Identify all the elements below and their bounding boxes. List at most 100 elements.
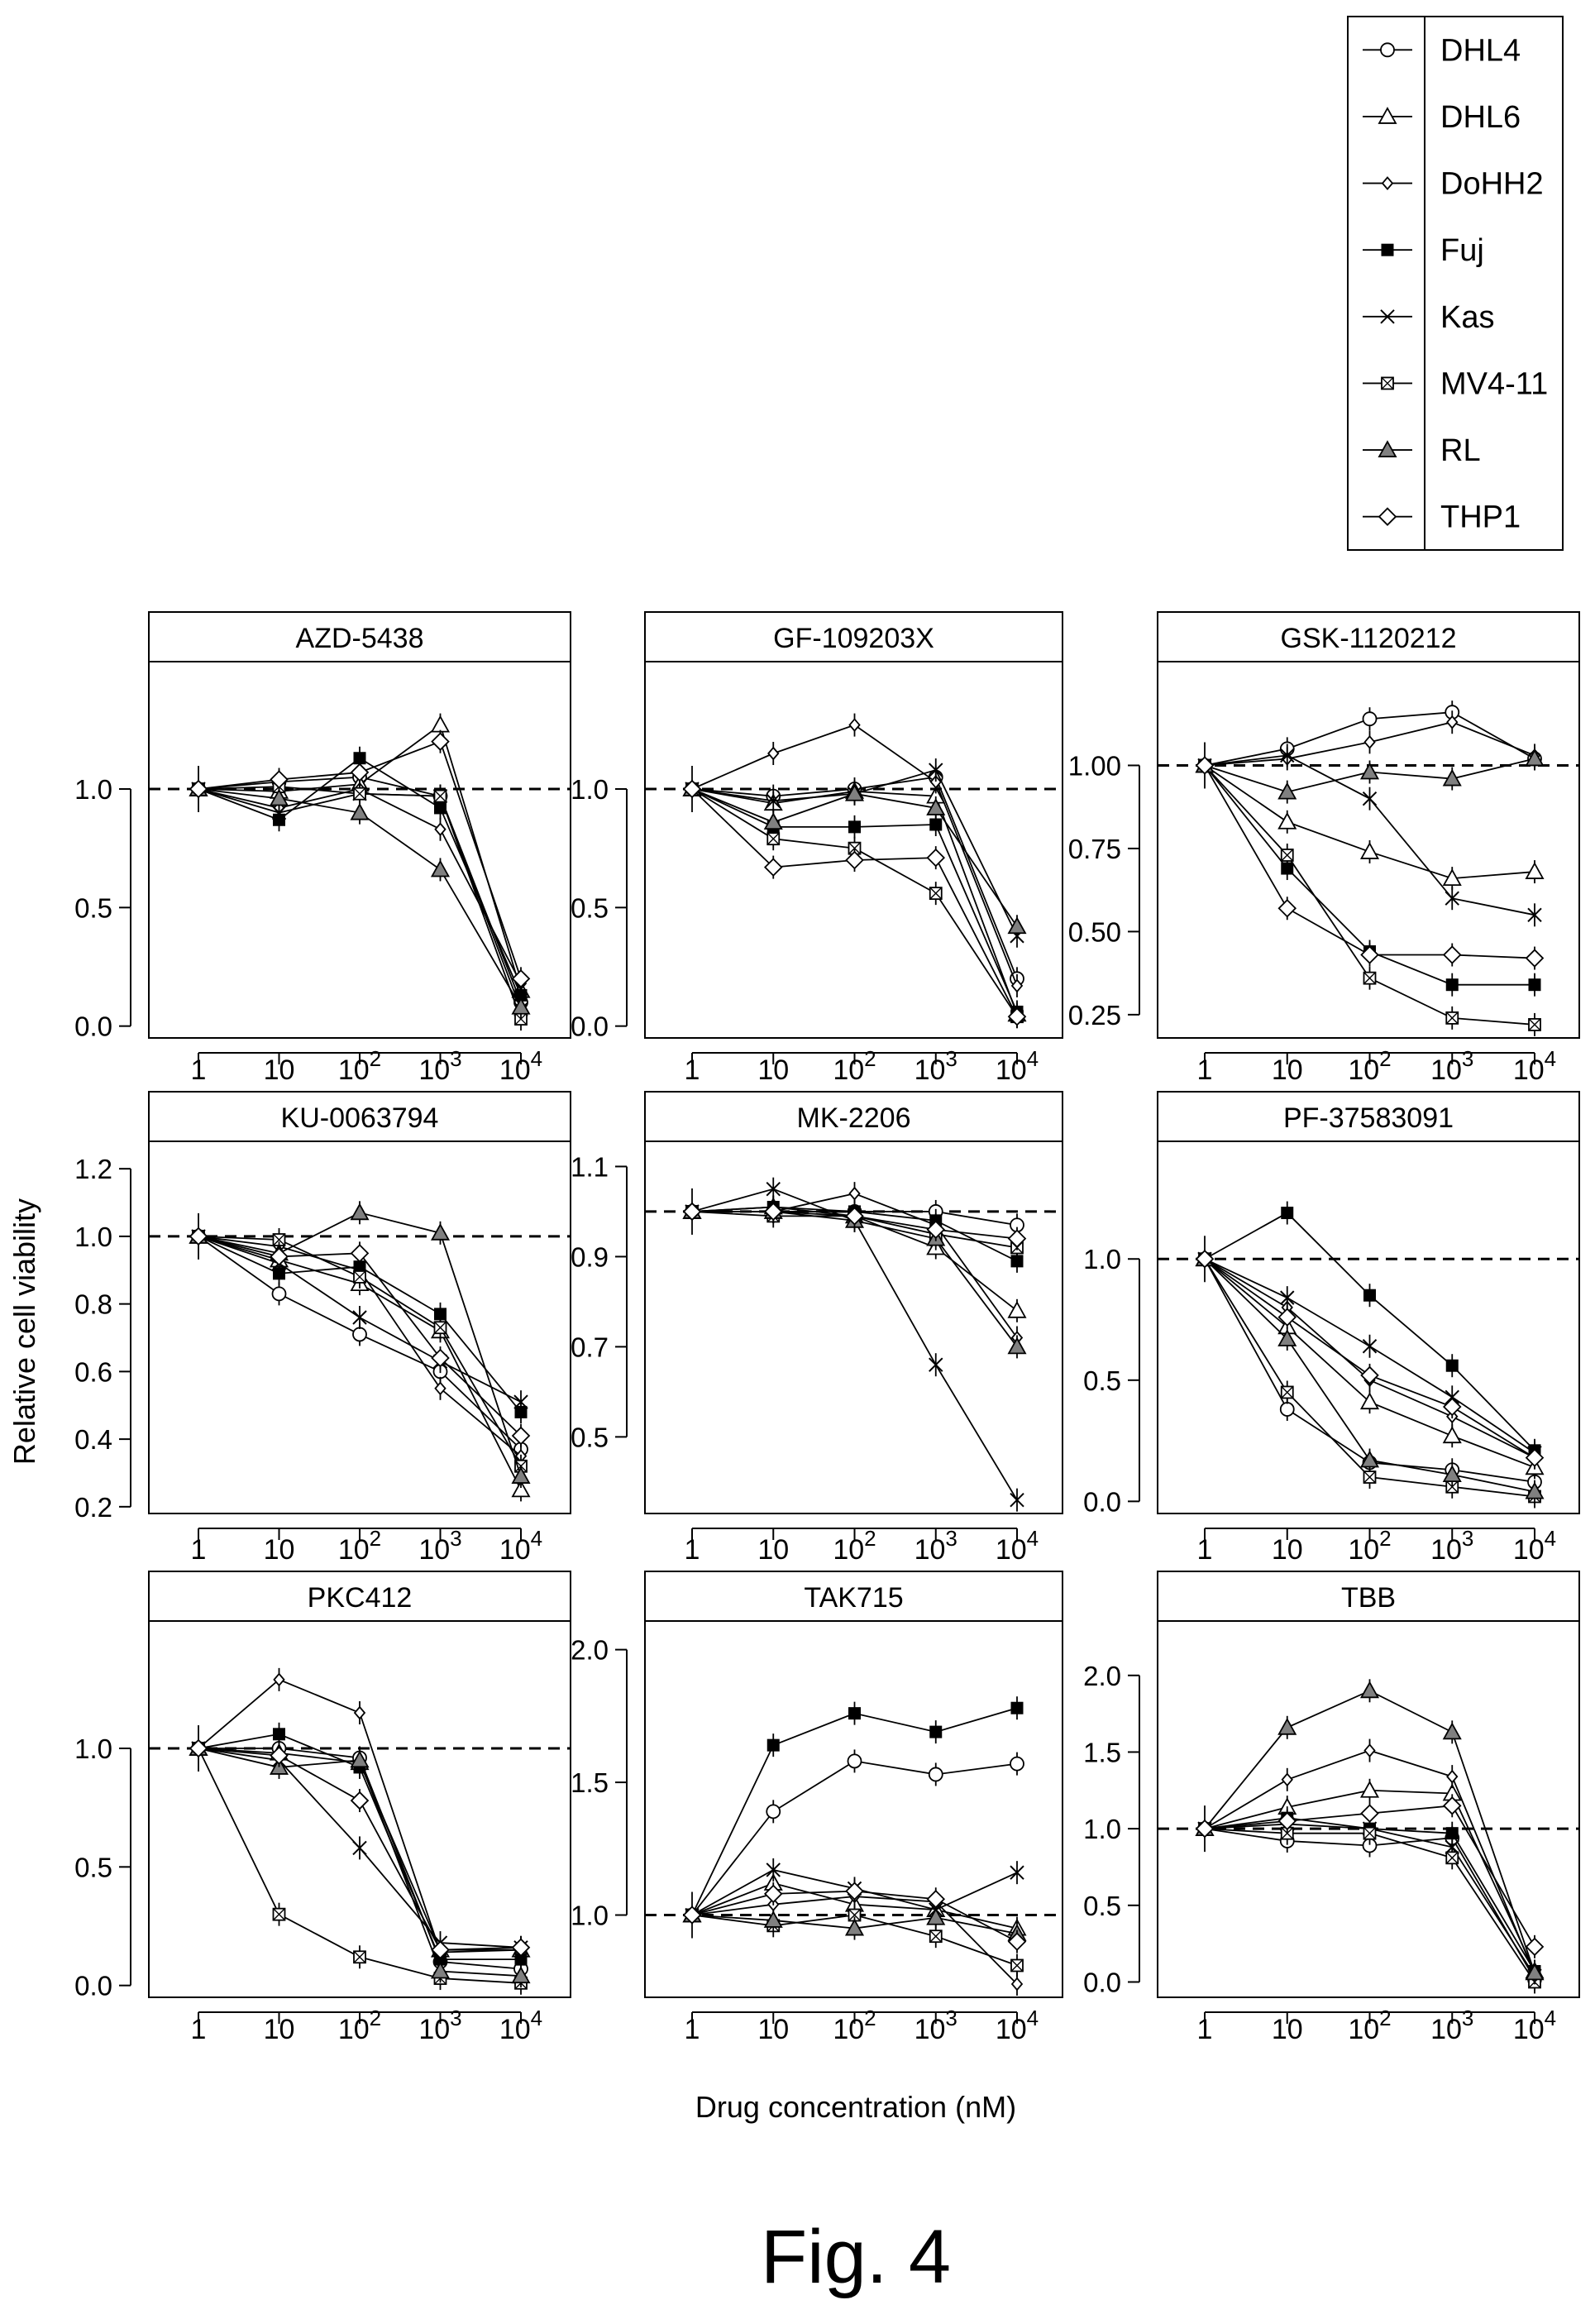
point-thp1 [763, 1202, 783, 1222]
y-tick-label: 0.5 [74, 1852, 112, 1882]
point-dohh2 [1363, 734, 1376, 749]
y-tick-label: 1.0 [571, 1901, 609, 1931]
point-rl [1442, 1465, 1462, 1483]
point-mv4-11 [353, 1270, 366, 1284]
point-thp1 [845, 1207, 864, 1226]
point-rl [430, 859, 451, 877]
panel-frame [644, 1140, 1063, 1514]
panel-mk-2206: MK-2206 0.5 0.7 0.9 1.1 1 10 102 103 104 [571, 1091, 1063, 1566]
y-tick-label: 1.0 [1083, 1244, 1121, 1274]
y-tick-label: 0.5 [1083, 1891, 1121, 1921]
point-fuj [1363, 1289, 1376, 1302]
point-thp1 [763, 858, 783, 877]
point-thp1 [926, 1220, 946, 1240]
point-rl [1442, 1722, 1462, 1740]
x-tick-label: 10 [1272, 1054, 1303, 1086]
panel-title: GSK-1120212 [1281, 623, 1457, 654]
panel-title: KU-0063794 [281, 1102, 439, 1134]
x-tick-label: 103 [1430, 2006, 1473, 2045]
panel-pkc412: PKC412 0.0 0.5 1.0 1 10 102 103 104 [74, 1571, 571, 2045]
x-tick-label: 10 [757, 1054, 789, 1086]
x-tick-label: 1 [191, 1054, 207, 1086]
point-thp1 [511, 1426, 531, 1446]
point-thp1 [350, 1791, 370, 1810]
x-tick-label: 103 [914, 1046, 957, 1086]
y-tick-label: 0.2 [74, 1492, 112, 1523]
point-rl [844, 1918, 865, 1936]
x-tick-label: 102 [1348, 1526, 1391, 1566]
y-tick-label: 0.75 [1068, 834, 1121, 864]
point-dohh2 [353, 1705, 366, 1720]
series-thp1 [189, 1738, 531, 1962]
point-thp1 [1360, 1804, 1379, 1823]
legend-label-kas: Kas [1440, 300, 1494, 335]
point-thp1 [1277, 1308, 1297, 1327]
x-tick-label: 1 [1197, 1534, 1213, 1566]
point-mv4-11 [1010, 1958, 1024, 1973]
point-rl [1359, 1450, 1380, 1468]
point-rl [844, 783, 865, 801]
point-thp1 [682, 1906, 702, 1925]
point-kas [352, 1310, 367, 1325]
point-rl [511, 1466, 531, 1484]
series-thp1 [1195, 1794, 1545, 1958]
point-mv4-11 [1445, 1011, 1459, 1025]
point-dohh2 [1010, 978, 1024, 993]
point-mv4-11 [929, 887, 943, 901]
panel-strip [644, 611, 1063, 662]
point-rl [1007, 916, 1027, 935]
point-thp1 [1007, 1229, 1027, 1248]
series-thp1 [1195, 1249, 1545, 1470]
point-mv4-11 [848, 841, 862, 855]
series-thp1 [1195, 756, 1545, 970]
point-rl [1277, 1717, 1297, 1735]
point-thp1 [270, 1247, 289, 1266]
x-tick-label: 1 [1197, 1054, 1213, 1086]
panel-grid: AZD-5438 0.0 0.5 1.0 1 10 102 103 104 GF-109203X 0… [74, 611, 1580, 2045]
point-thp1 [189, 1738, 208, 1758]
y-tick-label: 0.0 [74, 1011, 112, 1042]
x-tick-label: 102 [833, 1526, 876, 1566]
y-tick-label: 0.0 [1083, 1967, 1121, 1997]
point-kas [929, 763, 943, 777]
legend-entry-fuj: Fuj [1363, 233, 1484, 268]
point-rl [1525, 748, 1545, 767]
point-rl [926, 1907, 946, 1925]
x-tick-label: 10 [757, 2014, 789, 2045]
x-tick-label: 1 [191, 1534, 207, 1566]
series-dhl4 [685, 1749, 1024, 1939]
point-thp1 [926, 1889, 946, 1909]
y-tick-label: 1.1 [571, 1151, 609, 1182]
point-fuj [848, 820, 861, 834]
y-tick-label: 1.0 [74, 774, 112, 805]
x-tick-label: 10 [757, 1534, 789, 1566]
point-rl [350, 1750, 370, 1768]
point-dhl6 [1359, 842, 1380, 859]
x-tick-label: 102 [1348, 2006, 1391, 2045]
point-thp1 [845, 850, 864, 870]
point-thp1 [1360, 945, 1379, 964]
point-fuj [1528, 978, 1541, 992]
point-fuj [1445, 978, 1459, 992]
y-tick-label: 0.5 [74, 892, 112, 923]
point-thp1 [1007, 1932, 1027, 1951]
panel-strip [644, 1571, 1063, 1622]
point-thp1 [763, 1884, 783, 1904]
point-rl [1359, 762, 1380, 780]
series-thp1 [189, 1227, 531, 1448]
series-thp1 [682, 779, 1027, 1029]
point-kas [1362, 1339, 1378, 1354]
point-thp1 [189, 779, 208, 799]
x-tick-label: 102 [338, 1046, 381, 1086]
legend-marker-dhl6 [1378, 107, 1397, 124]
legend-label-dhl6: DHL6 [1440, 100, 1521, 135]
point-fuj [1445, 1359, 1459, 1372]
point-dhl6 [511, 1480, 531, 1498]
y-tick-label: 1.00 [1068, 750, 1121, 781]
panel-strip [1157, 1091, 1580, 1142]
point-thp1 [1195, 756, 1215, 775]
panel-frame [1157, 1140, 1580, 1514]
y-tick-label: 0.5 [1083, 1365, 1121, 1396]
series-rl [1195, 1249, 1545, 1504]
